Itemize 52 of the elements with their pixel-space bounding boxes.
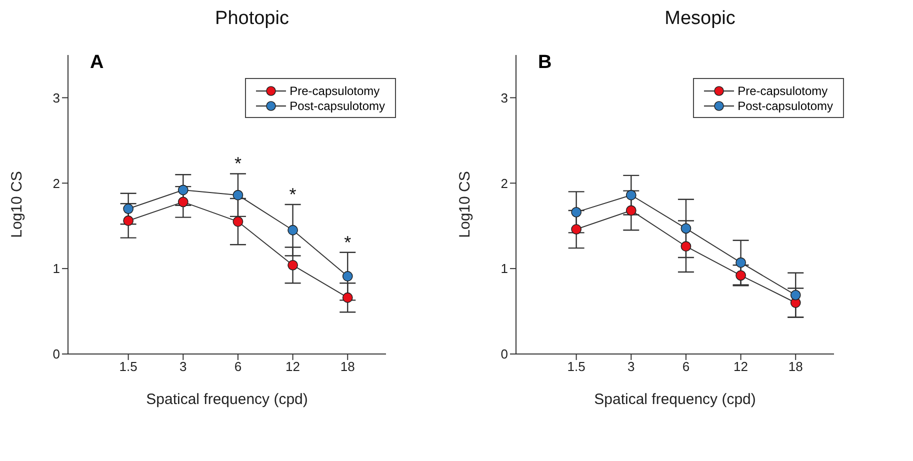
- y-tick-label: 3: [52, 90, 60, 106]
- annotation: *: [289, 184, 296, 204]
- point: [178, 184, 188, 196]
- point: [178, 196, 188, 208]
- point: [288, 224, 298, 236]
- x-tick-label: 1.5: [119, 359, 138, 374]
- x-tick-label: 3: [180, 359, 187, 374]
- y-tick-label: 3: [500, 90, 508, 106]
- point: [626, 205, 636, 216]
- x-tick-label: 3: [628, 359, 635, 374]
- x-tick-label: 1.5: [567, 359, 586, 374]
- x-tick-label: 18: [340, 359, 355, 374]
- y-tick-label: 0: [52, 346, 60, 362]
- point: [736, 257, 746, 268]
- x-tick-label: 12: [734, 359, 748, 374]
- point: [288, 260, 298, 270]
- point: [342, 271, 353, 282]
- legend-label: Pre-capsulotomy: [290, 84, 380, 98]
- point: [123, 204, 134, 214]
- point: [232, 216, 244, 227]
- y-tick-label: 0: [500, 346, 508, 362]
- legend-label: Pre-capsulotomy: [738, 84, 828, 98]
- point: [790, 290, 801, 300]
- x-axis-title: Spatical frequency (cpd): [146, 391, 308, 408]
- y-tick-label: 1: [500, 261, 508, 276]
- legend-label: Post-capsulotomy: [290, 98, 385, 112]
- point: [342, 292, 353, 303]
- legend-label: Post-capsulotomy: [738, 98, 833, 112]
- x-axis-title: Spatical frequency (cpd): [594, 391, 756, 408]
- x-tick-label: 6: [234, 359, 242, 374]
- annotation: *: [234, 154, 242, 174]
- annotation: B: [538, 52, 552, 74]
- y-tick-label: 1: [52, 261, 60, 276]
- point: [626, 190, 636, 200]
- point: [571, 206, 582, 218]
- x-tick-label: 12: [286, 359, 300, 374]
- point: [680, 223, 692, 234]
- y-tick-label: 2: [500, 176, 508, 191]
- point: [571, 224, 582, 234]
- point: [232, 190, 244, 200]
- y-axis-title: Log10 CS: [456, 171, 474, 238]
- y-tick-label: 2: [52, 176, 60, 191]
- annotation: A: [90, 52, 104, 74]
- annotation: *: [344, 232, 352, 252]
- y-axis-title: Log10 CS: [8, 171, 26, 238]
- x-tick-label: 6: [682, 359, 690, 374]
- point: [736, 270, 746, 281]
- point: [123, 216, 134, 226]
- point: [680, 241, 692, 252]
- chart-title: Photopic: [214, 8, 290, 31]
- chart-title: Mesopic: [664, 8, 736, 31]
- x-tick-label: 18: [788, 359, 803, 374]
